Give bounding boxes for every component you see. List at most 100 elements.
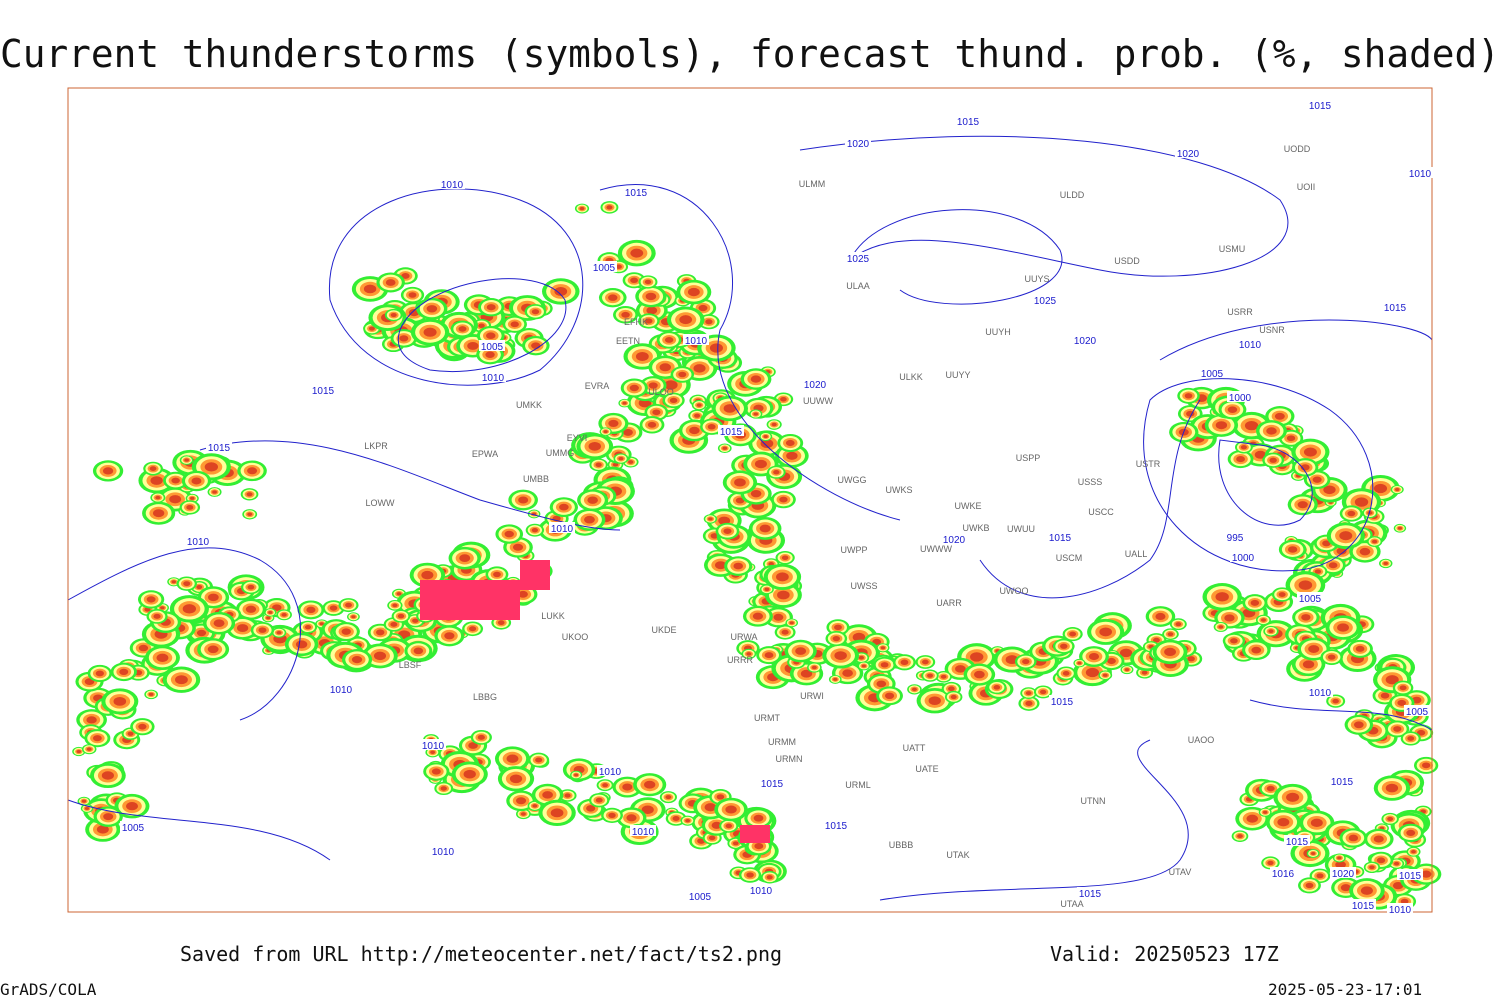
shade-blob	[564, 793, 571, 798]
shade-blob	[777, 590, 790, 600]
shade-blob	[1383, 561, 1389, 566]
shade-blob	[940, 674, 947, 679]
shade-blob	[1119, 648, 1133, 658]
station-label: URMT	[754, 713, 780, 723]
shade-blob	[1302, 660, 1315, 669]
shade-blob	[1060, 643, 1068, 649]
isobar-label: 1005	[1406, 707, 1429, 718]
station-label: ULOO	[648, 387, 674, 397]
isobar-label-bg	[687, 890, 713, 901]
shade-blob	[687, 287, 700, 297]
shade-blob	[630, 248, 644, 258]
shade-blob	[399, 335, 409, 342]
shade-blob	[722, 446, 728, 450]
shade-blob	[746, 652, 752, 656]
shade-blob	[276, 630, 282, 635]
shade-blob	[760, 439, 774, 449]
shade-blob	[900, 659, 909, 666]
shade-blob	[440, 786, 447, 791]
shade-blob	[1303, 447, 1317, 457]
isobar-label-bg	[1175, 147, 1201, 158]
shade-blob	[1298, 580, 1313, 590]
station-label: UTAV	[1169, 867, 1192, 877]
isobar-label-bg	[1307, 686, 1333, 697]
shade-blob	[1025, 700, 1033, 706]
station-label: USCC	[1088, 507, 1114, 517]
shade-blob	[512, 543, 524, 551]
shade-blob	[401, 272, 410, 279]
shade-blob	[618, 456, 624, 461]
shade-blob	[504, 530, 514, 538]
shade-blob	[608, 812, 616, 818]
shade-blob	[153, 613, 161, 619]
shade-blob	[531, 342, 541, 349]
station-label: USNR	[1259, 325, 1285, 335]
shade-blob	[207, 593, 219, 602]
shade-blob	[559, 503, 569, 511]
isobar-label: 1010	[330, 685, 353, 696]
isobar-label: 1005	[1201, 369, 1224, 380]
isobar-label-bg	[1387, 903, 1413, 914]
shade-blob	[752, 612, 763, 620]
shade-blob	[363, 284, 377, 294]
station-label: UWUU	[1007, 524, 1035, 534]
shade-blob	[268, 611, 273, 614]
station-label: ULKK	[899, 372, 923, 382]
shade-blob	[247, 584, 255, 590]
valid-time: Valid: 20250523 17Z	[1050, 942, 1279, 966]
shade-blob	[1153, 637, 1160, 643]
isobar-label-bg	[430, 845, 456, 856]
station-label: UKOO	[562, 632, 589, 642]
isobar-label: 1015	[625, 188, 648, 199]
station-label: UTAK	[946, 850, 969, 860]
shade-blob	[1268, 629, 1274, 634]
shade-blob	[750, 489, 762, 498]
shade-blob	[304, 624, 312, 630]
isobar-label: 1015	[1079, 889, 1102, 900]
shade-blob	[1236, 456, 1245, 463]
station-label: USRR	[1227, 307, 1253, 317]
isobar-label-bg	[1350, 899, 1376, 910]
shade-blob	[160, 606, 165, 610]
station-label: URML	[845, 780, 871, 790]
shade-blob	[1348, 834, 1359, 842]
shade-blob	[1240, 445, 1247, 450]
station-label: USTR	[1136, 459, 1161, 469]
shade-blob	[678, 371, 687, 378]
shade-blob	[247, 467, 258, 475]
shade-blob	[707, 424, 716, 430]
station-label: EPWA	[472, 449, 498, 459]
shade-blob	[708, 835, 716, 841]
shade-blob	[1287, 546, 1298, 553]
isobar-label-bg	[1297, 592, 1323, 603]
shade-blob	[776, 572, 789, 582]
shade-blob	[1277, 817, 1290, 827]
shade-blob	[1266, 427, 1277, 435]
station-label: LUKK	[541, 611, 565, 621]
shade-blob	[876, 680, 887, 688]
shade-blob	[92, 735, 102, 742]
station-label: ULAA	[846, 281, 870, 291]
shade-blob	[710, 533, 719, 539]
station-label: UATT	[903, 743, 926, 753]
shade-blob	[1373, 483, 1388, 494]
shade-blob	[385, 279, 396, 286]
shade-blob	[1077, 661, 1082, 665]
shade-blob	[789, 621, 794, 625]
isobar-label: 1015	[208, 443, 231, 454]
shade-blob	[659, 363, 671, 372]
station-label: UKDE	[651, 625, 676, 635]
shade-blob	[754, 459, 767, 469]
shade-blob	[459, 554, 471, 562]
isobar-label-bg	[328, 683, 354, 694]
shade-blob	[645, 318, 653, 324]
isobar-label: 1015	[1331, 777, 1354, 788]
shade-blob	[1244, 420, 1259, 431]
isobar-label: 1010	[422, 741, 445, 752]
shade-blob	[1260, 618, 1267, 622]
shade-blob	[716, 794, 725, 800]
station-label: USCM	[1056, 553, 1083, 563]
shade-blob	[764, 652, 774, 659]
shade-blob	[1397, 526, 1403, 530]
isobar-label: 995	[1227, 533, 1244, 544]
